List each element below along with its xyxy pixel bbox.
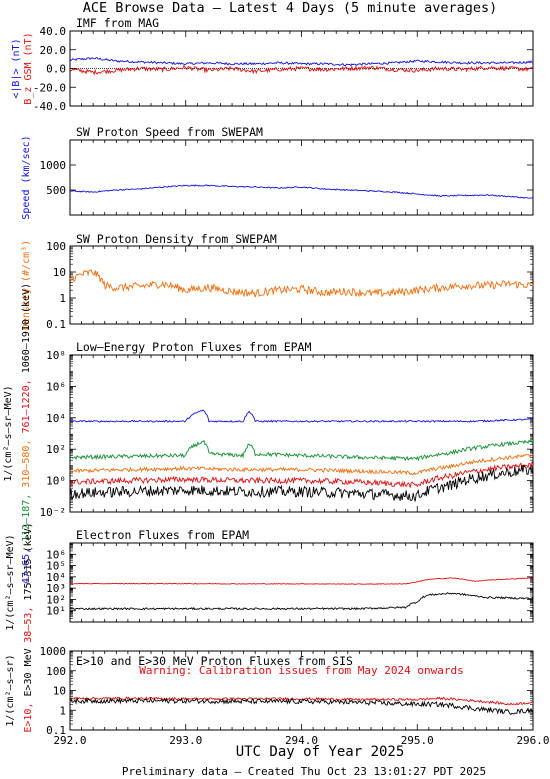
y-tick-label: 10⁻²: [40, 506, 67, 519]
y-tick-label: -20.0: [33, 81, 66, 94]
series-sis-E-10: [69, 696, 534, 706]
y-tick-label: 10⁴: [46, 412, 66, 425]
series-epam-proton-112-187: [69, 439, 534, 462]
series-sis-E-30: [69, 696, 534, 715]
ylabel-energy-part: 112–187,: [21, 488, 32, 542]
ylabel-energy-part: 1060–1910 (keV): [21, 283, 32, 373]
series-imf--B-: [69, 57, 534, 67]
panel-imf: 40.0 20.0 0.0 -20.0 -40.0 IMF from MAG <|B|> (…: [11, 16, 534, 113]
y-tick-label: 10³: [46, 582, 66, 595]
series-epam-proton-310-580: [69, 454, 534, 476]
x-tick-label: 292.0: [53, 734, 86, 747]
y-tick-label: 10²: [46, 593, 66, 606]
plot-frame-epam-electron: [69, 542, 534, 623]
panel-epam-proton: 10⁸ 10⁶ 10⁴ 10² 10⁰ 10⁻² Low–Energy Proton Flu…: [3, 283, 534, 584]
ylabel-energy-part: 310–580,: [21, 434, 32, 488]
series-epam-electron-38-53: [69, 577, 534, 585]
footer-text: Preliminary data – Created Thu Oct 23 13…: [122, 765, 486, 778]
ylabel-imf: B_z GSM (nT): [23, 32, 34, 104]
panel-sis: 1000 100 10 1 0.1 E>10 and E>30 MeV Proton Fl…: [5, 645, 534, 737]
y-tick-label: 1000: [40, 645, 67, 658]
x-tick-label: 296.0: [516, 734, 549, 747]
ylabel-units: 1/(cm²–s–sr): [5, 654, 16, 726]
series-density-Density: [69, 269, 534, 298]
y-tick-label: 100: [46, 240, 66, 253]
ylabel-energies: 38–53, 175–315 (keV): [23, 522, 34, 642]
ylabel-energy-part: 761–1220,: [21, 373, 32, 433]
y-tick-label: 1000: [40, 159, 67, 172]
panel-title-epam-electron: Electron Fluxes from EPAM: [76, 528, 249, 542]
ylabel-energies: 47–65, 112–187, 310–580, 761–1220, 1060–…: [21, 283, 32, 584]
panel-title-sis: E>10 and E>30 MeV Proton Fluxes from SIS: [76, 654, 353, 668]
panel-density: 100 10 1 0.1 SW Proton Density from SWEPAM De…: [21, 232, 534, 331]
ylabel-imf: <|B|> (nT): [11, 38, 22, 98]
y-tick-label: 1: [59, 292, 66, 305]
ylabel-energy-part: 175–315 (keV): [23, 522, 34, 600]
page-title: ACE Browse Data – Latest 4 Days (5 minut…: [83, 0, 498, 16]
y-tick-label: 10²: [46, 443, 66, 456]
y-tick-label: 10: [53, 685, 66, 698]
series-epam-proton-47-65: [69, 409, 534, 423]
plot-frame-speed: [69, 139, 534, 216]
y-tick-label: 0.0: [46, 63, 66, 76]
y-tick-label: 10⁴: [46, 571, 66, 584]
ylabel-energies: E>10, E>30 MeV: [23, 648, 34, 732]
y-tick-label: -40.0: [33, 100, 66, 113]
y-tick-label: 10¹: [46, 605, 66, 618]
panel-title-epam-proton: Low–Energy Proton Fluxes from EPAM: [76, 340, 311, 354]
series-epam-proton-1060-1910: [69, 464, 534, 502]
panel-speed: 1000 500 SW Proton Speed from SWEPAM Speed …: [21, 125, 534, 220]
ylabel-energy-part: 38–53,: [23, 601, 34, 643]
ylabel-energy-part: E>30 MeV: [23, 648, 34, 696]
y-tick-label: 100: [46, 665, 66, 678]
series-speed-Speed: [69, 184, 534, 199]
panel-title-density: SW Proton Density from SWEPAM: [76, 232, 277, 246]
x-tick-label: 293.0: [169, 734, 202, 747]
series-epam-electron-175-315: [69, 592, 534, 611]
y-tick-label: 500: [46, 184, 66, 197]
y-tick-label: 10⁶: [46, 380, 66, 393]
y-tick-label: 10⁰: [46, 475, 66, 488]
x-tick-label: 295.0: [401, 734, 434, 747]
panel-title-imf: IMF from MAG: [76, 16, 159, 30]
series-imf-Bz-GSM: [69, 64, 534, 76]
xaxis-label: UTC Day of Year 2025: [236, 744, 405, 760]
y-tick-label: 40.0: [40, 25, 67, 38]
y-tick-label: 10: [53, 266, 66, 279]
ylabel-energy-part: E>10,: [23, 697, 34, 733]
y-tick-label: 10⁸: [46, 349, 66, 362]
ylabel-energy-part: 47–65,: [21, 542, 32, 584]
panel-title-speed: SW Proton Speed from SWEPAM: [76, 125, 263, 139]
y-tick-label: 20.0: [40, 44, 67, 57]
ylabel-units: 1/(cm²–s–sr–MeV): [5, 534, 16, 630]
series-epam-proton-761-1220: [69, 460, 534, 488]
y-tick-label: 0.1: [46, 724, 66, 737]
y-tick-label: 10⁵: [46, 560, 66, 573]
y-tick-label: 10⁶: [46, 548, 66, 561]
calibration-warning: Warning: Calibration issues from May 202…: [139, 664, 464, 677]
chart-panels: 40.0 20.0 0.0 -20.0 -40.0 IMF from MAG <|B|> (…: [3, 16, 550, 747]
y-tick-label: 1: [59, 704, 66, 717]
ylabel-density: Density (#/cm³): [21, 240, 32, 330]
x-tick-label: 294.0: [285, 734, 318, 747]
ylabel-units: 1/(cm²–s–sr–MeV): [3, 385, 14, 481]
plot-frame-imf: [69, 30, 534, 107]
y-tick-label: 0.1: [46, 318, 66, 331]
ylabel-speed: Speed (km/sec): [21, 135, 32, 219]
